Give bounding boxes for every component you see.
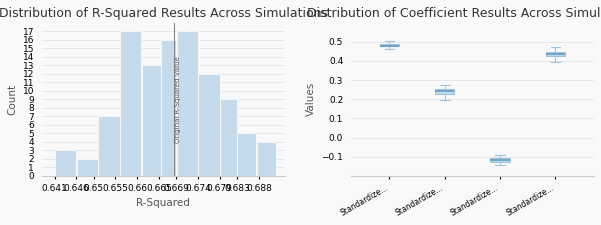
Bar (99, 116, 120, 176)
Text: Original R-Squared value: Original R-Squared value (175, 56, 182, 143)
X-axis label: R-Squared: R-Squared (136, 198, 190, 208)
Bar (237, 133, 257, 176)
Title: Distribution of Coefficient Results Across Simulations: Distribution of Coefficient Results Acro… (307, 7, 601, 20)
Bar (55, 151, 76, 176)
Title: Distribution of R-Squared Results Across Simulations: Distribution of R-Squared Results Across… (0, 7, 328, 20)
PathPatch shape (380, 44, 399, 47)
Bar (120, 31, 141, 176)
Bar (161, 40, 176, 176)
Bar (142, 65, 161, 176)
PathPatch shape (546, 52, 565, 56)
Bar (76, 159, 98, 176)
PathPatch shape (490, 158, 510, 162)
Bar (198, 74, 219, 176)
Y-axis label: Values: Values (306, 82, 316, 116)
Y-axis label: Count: Count (7, 84, 17, 115)
PathPatch shape (435, 89, 454, 94)
Bar (177, 31, 198, 176)
Bar (257, 142, 276, 176)
Bar (220, 99, 237, 176)
